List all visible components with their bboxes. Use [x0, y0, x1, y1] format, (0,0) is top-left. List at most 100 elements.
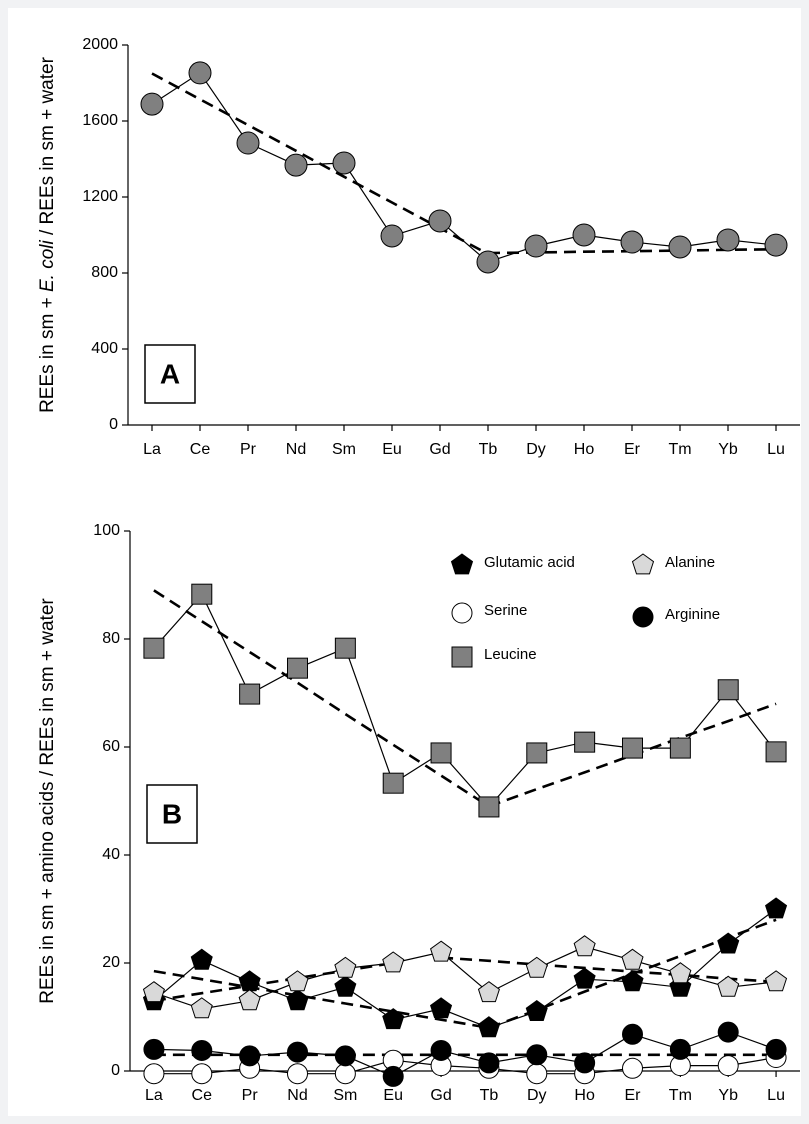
marker — [622, 1057, 643, 1079]
marker — [284, 153, 308, 177]
marker — [717, 975, 740, 997]
marker — [573, 935, 596, 957]
marker — [140, 92, 164, 116]
x-tick-label: Yb — [718, 1087, 738, 1104]
marker — [572, 223, 596, 247]
marker — [478, 1052, 500, 1074]
marker — [382, 772, 404, 794]
marker — [622, 737, 643, 759]
marker — [668, 235, 692, 259]
marker — [190, 997, 213, 1019]
marker — [526, 742, 548, 764]
legend-label: Alanine — [665, 554, 715, 571]
panel-label-box — [146, 784, 198, 844]
marker — [526, 1044, 548, 1066]
y-tick-label: 100 — [93, 522, 120, 539]
marker — [765, 970, 788, 992]
legend-label: Glutamic acid — [484, 554, 575, 571]
x-tick-label: Ce — [192, 1087, 213, 1104]
x-tick-label: Ho — [574, 1087, 595, 1104]
marker — [765, 897, 788, 919]
marker — [621, 948, 644, 970]
marker — [716, 228, 740, 252]
y-tick-label: 1600 — [82, 112, 118, 129]
marker — [143, 1038, 165, 1060]
x-tick-label: La — [143, 441, 161, 458]
marker — [477, 1016, 500, 1038]
marker — [631, 553, 655, 575]
marker — [334, 1063, 356, 1085]
marker — [477, 981, 500, 1003]
marker — [717, 1055, 739, 1077]
x-tick-label: Lu — [767, 1087, 785, 1104]
x-tick-label: Dy — [526, 441, 546, 458]
marker — [191, 583, 213, 605]
legend-label: Serine — [484, 602, 527, 619]
x-tick-label: Tb — [480, 1087, 499, 1104]
marker — [334, 1045, 356, 1067]
marker — [717, 932, 740, 954]
x-tick-label: Gd — [430, 1087, 451, 1104]
marker — [191, 1039, 213, 1061]
marker — [287, 1041, 308, 1063]
y-tick-label: 20 — [102, 954, 120, 971]
x-tick-label: Er — [624, 441, 641, 458]
panel-label: A — [160, 358, 180, 389]
marker — [525, 956, 548, 978]
x-tick-label: Tm — [668, 441, 691, 458]
trend-line — [153, 589, 490, 808]
y-axis-title: REEs in sm + amino acids / REEs in sm + … — [37, 598, 58, 1004]
marker — [428, 209, 452, 233]
x-tick-label: Lu — [767, 441, 785, 458]
x-tick-label: Pr — [242, 1087, 259, 1104]
legend-label: Leucine — [484, 646, 537, 663]
y-tick-label: 1200 — [82, 188, 118, 205]
trend-line — [151, 72, 489, 256]
x-tick-label: Er — [625, 1087, 642, 1104]
marker — [142, 981, 165, 1003]
y-tick-label: 2000 — [82, 36, 118, 53]
legend-label: Arginine — [665, 606, 720, 623]
marker — [191, 1063, 213, 1085]
x-tick-label: Ho — [574, 441, 595, 458]
marker — [430, 997, 453, 1019]
marker — [334, 975, 357, 997]
marker — [332, 151, 356, 175]
y-axis-title: REEs in sm + E. coli / REEs in sm + wate… — [37, 56, 58, 413]
marker — [478, 796, 500, 818]
marker — [476, 250, 500, 274]
marker — [765, 741, 787, 763]
marker — [430, 1039, 452, 1061]
marker — [239, 683, 261, 705]
x-tick-label: Sm — [332, 441, 356, 458]
marker — [143, 637, 165, 659]
y-axis-title-part: REEs in sm + amino acids / REEs in sm + … — [37, 598, 58, 1004]
marker — [334, 637, 356, 659]
x-tick-label: Tb — [479, 441, 498, 458]
marker — [430, 940, 453, 962]
marker — [622, 1023, 643, 1045]
marker — [236, 131, 260, 155]
marker — [525, 999, 548, 1021]
y-axis-title-part: REEs in sm + — [37, 292, 58, 413]
marker — [190, 948, 213, 970]
x-tick-label: Yb — [718, 441, 738, 458]
marker — [380, 224, 404, 248]
marker — [717, 1021, 739, 1043]
marker — [573, 967, 596, 989]
y-tick-label: 80 — [102, 630, 120, 647]
y-axis-title-part: E. coli — [37, 240, 58, 293]
marker — [632, 606, 654, 628]
x-tick-label: La — [145, 1087, 163, 1104]
y-tick-label: 0 — [109, 416, 118, 433]
marker — [717, 679, 739, 701]
x-tick-label: Ce — [190, 441, 211, 458]
marker — [451, 602, 473, 624]
marker — [143, 1063, 165, 1085]
x-tick-label: Pr — [240, 441, 257, 458]
marker — [574, 731, 596, 753]
marker — [287, 657, 308, 679]
panel-label-box — [144, 344, 196, 404]
y-tick-label: 60 — [102, 738, 120, 755]
